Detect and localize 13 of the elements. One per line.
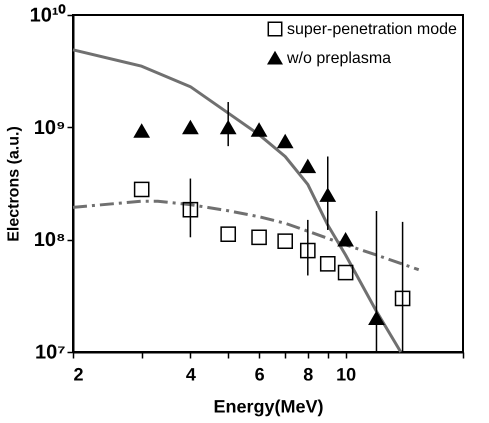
- legend-label: w/o preplasma: [286, 50, 392, 67]
- legend-label: super-penetration mode: [287, 21, 457, 38]
- y-tick-label: 10⁷: [35, 342, 66, 364]
- y-tick-label: 10⁸: [34, 229, 66, 252]
- x-tick-label: 2: [74, 364, 84, 384]
- x-tick-label: 10: [336, 364, 356, 384]
- y-axis-title: Electrons (a.u.): [6, 126, 23, 242]
- x-tick-label: 4: [186, 364, 196, 384]
- x-axis-title: Energy(MeV): [213, 396, 324, 416]
- y-tick-label: 10¹⁰: [30, 4, 66, 26]
- y-tick-label: 10⁹: [34, 116, 66, 139]
- x-tick-label: 8: [303, 364, 314, 384]
- x-tick-label: 6: [254, 364, 265, 384]
